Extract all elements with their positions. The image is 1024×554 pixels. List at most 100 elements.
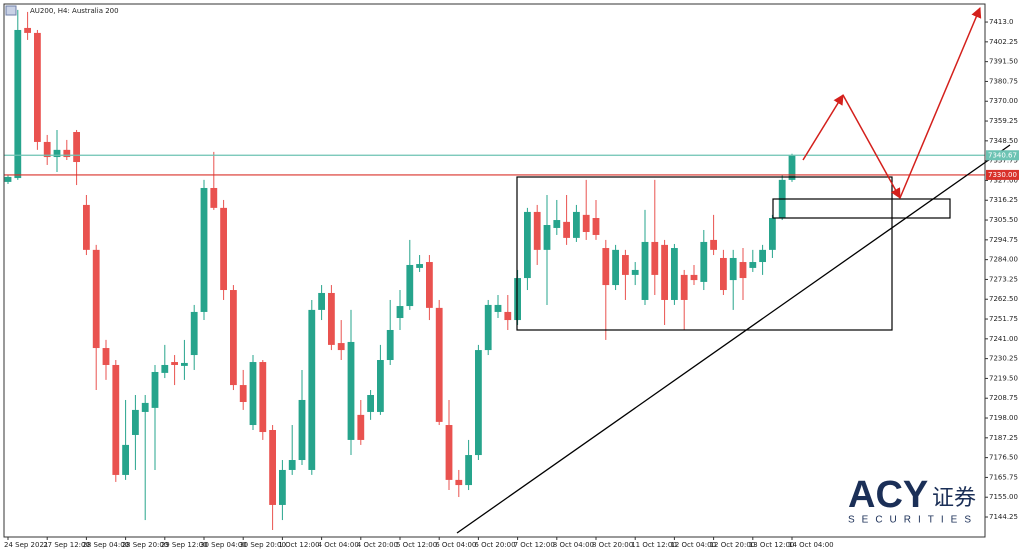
price-level-label: 7330.00 [988, 171, 1017, 179]
candle-body [720, 257, 727, 291]
candle-body [249, 362, 257, 426]
candle-body [239, 385, 247, 403]
candle-body [592, 218, 600, 235]
candle-body [288, 460, 296, 470]
y-tick-label: 7262.50 [989, 295, 1018, 303]
x-tick-label: 12 Oct 20:00 [710, 541, 756, 549]
y-tick-label: 7359.25 [989, 117, 1018, 125]
candle-body [602, 248, 610, 286]
projection-arrow [842, 94, 901, 199]
price-level-label: 7340.67 [988, 151, 1017, 159]
y-tick-label: 7251.75 [989, 315, 1018, 323]
candle-body [700, 241, 708, 282]
y-tick-label: 7187.25 [989, 434, 1018, 442]
watermark-tagline: SECURITIES [848, 515, 978, 526]
candle-body [612, 249, 619, 286]
candle-body [171, 362, 178, 365]
y-tick-label: 7241.00 [989, 335, 1018, 343]
candle-body [73, 132, 80, 163]
candle-body [543, 225, 551, 250]
candle-body [318, 292, 325, 310]
candle-body [92, 249, 100, 349]
candle-body [328, 292, 335, 345]
candle-body [671, 248, 678, 300]
x-tick-label: 4 Oct 04:00 [318, 541, 359, 549]
candle-body [739, 262, 747, 279]
x-tick-label: 7 Oct 12:00 [514, 541, 555, 549]
y-tick-label: 7391.50 [989, 58, 1018, 66]
candle-body [337, 343, 345, 351]
y-tick-label: 7155.00 [989, 493, 1018, 501]
candle-body [524, 211, 531, 279]
y-tick-label: 7348.50 [989, 137, 1018, 145]
candle-body [465, 455, 472, 486]
candle-body [416, 264, 423, 268]
x-tick-label: 1 Oct 12:00 [278, 541, 319, 549]
y-tick-label: 7208.75 [989, 394, 1018, 402]
y-tick-label: 7305.50 [989, 216, 1018, 224]
candle-body [651, 241, 659, 275]
candle-body [269, 429, 276, 505]
x-tick-label: 5 Oct 12:00 [396, 541, 437, 549]
x-tick-label: 28 Sep 04:00 [82, 541, 129, 549]
x-tick-label: 24 Sep 2021 [4, 541, 48, 549]
y-tick-label: 7284.00 [989, 256, 1018, 264]
candle-body [4, 176, 12, 182]
candle-body [641, 241, 649, 300]
x-tick-label: 8 Oct 04:00 [553, 541, 594, 549]
candle-body [141, 402, 149, 412]
y-tick-label: 7380.75 [989, 77, 1018, 85]
candle-body [298, 399, 306, 461]
candle-body [445, 425, 453, 480]
drawings [456, 7, 1011, 534]
y-tick-label: 7273.25 [989, 275, 1018, 283]
x-tick-label: 13 Oct 12:00 [749, 541, 795, 549]
x-tick-label: 11 Oct 12:00 [631, 541, 677, 549]
watermark-brand: ACY [848, 474, 928, 516]
candle-body [769, 218, 776, 250]
candle-body [680, 274, 688, 300]
candle-body [631, 269, 639, 275]
chart-title: AU200, H4: Australia 200 [30, 7, 119, 15]
candle-body [435, 307, 443, 422]
trend-line [456, 144, 1011, 534]
x-tick-label: 27 Sep 12:00 [43, 541, 90, 549]
candle-body [494, 304, 502, 312]
plot-area [4, 9, 985, 531]
candle-body [749, 262, 757, 268]
candle-body [34, 32, 41, 142]
candle-body [53, 149, 61, 158]
retest-box [772, 198, 951, 219]
y-tick-label: 7316.25 [989, 196, 1018, 204]
symbol-icon [5, 5, 17, 16]
x-tick-label: 30 Sep 04:00 [200, 541, 247, 549]
candle-body [63, 149, 71, 158]
candle-body [475, 350, 482, 456]
candle-body [377, 360, 384, 412]
candle-body [573, 211, 580, 238]
x-tick-label: 14 Oct 04:00 [788, 541, 834, 549]
candle-body [132, 409, 139, 435]
candle-body [279, 469, 286, 505]
candle-body [396, 306, 404, 319]
candle-body [161, 364, 169, 373]
watermark: ACY 证券 SECURITIES [848, 474, 978, 526]
y-tick-label: 7370.00 [989, 97, 1018, 105]
candle-body [210, 187, 218, 208]
candle-body [553, 220, 561, 228]
candle-body [504, 311, 512, 321]
candle-body [200, 187, 208, 312]
x-tick-label: 6 Oct 04:00 [435, 541, 476, 549]
y-tick-label: 7219.50 [989, 374, 1018, 382]
x-tick-label: 29 Sep 12:00 [161, 541, 208, 549]
price-level-tag [986, 169, 1019, 180]
y-tick-label: 7294.75 [989, 236, 1018, 244]
projection-arrow [802, 94, 844, 161]
y-tick-label: 7176.50 [989, 454, 1018, 462]
candle-body [347, 341, 355, 440]
x-tick-label: 28 Sep 20:00 [122, 541, 169, 549]
candle-body [112, 364, 120, 475]
candle-body [455, 479, 463, 486]
plot-frame [3, 3, 986, 538]
